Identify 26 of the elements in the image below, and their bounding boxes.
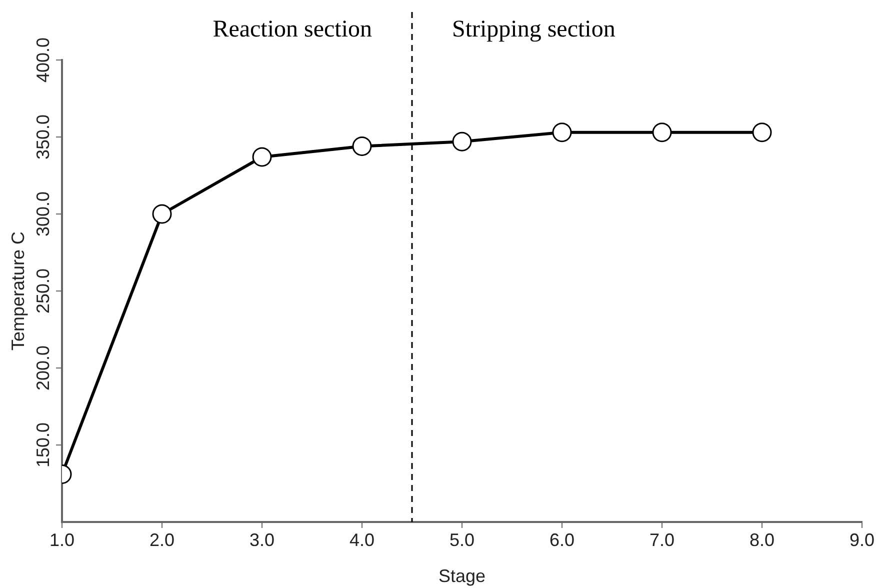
x-tick-label: 8.0	[749, 530, 775, 550]
point	[552, 122, 572, 142]
point	[352, 136, 372, 156]
x-tick-label: 3.0	[249, 530, 275, 550]
point	[152, 204, 172, 224]
x-tick-label: 6.0	[549, 530, 575, 550]
y-tick-label: 150.0	[32, 422, 53, 468]
x-tick-label: 9.0	[849, 530, 875, 550]
x-tick-label: 1.0	[49, 530, 75, 550]
x-tick-label: 2.0	[149, 530, 175, 550]
x-tick-label: 7.0	[649, 530, 675, 550]
point	[752, 122, 772, 142]
point	[652, 122, 672, 142]
x-tick-label: 4.0	[349, 530, 375, 550]
y-axis-title: Temperature C	[8, 231, 28, 351]
text: Reaction section	[212, 16, 372, 42]
text: Stripping section	[452, 16, 616, 42]
point	[252, 147, 272, 167]
point	[452, 132, 472, 152]
y-tick-label: 200.0	[32, 345, 53, 391]
y-tick-label: 400.0	[32, 37, 53, 83]
y-tick-label: 350.0	[32, 114, 53, 160]
y-tick-label: 300.0	[32, 191, 53, 237]
y-tick-label: 250.0	[32, 268, 53, 314]
x-axis-title: Stage	[438, 566, 486, 586]
x-tick-label: 5.0	[449, 530, 475, 550]
